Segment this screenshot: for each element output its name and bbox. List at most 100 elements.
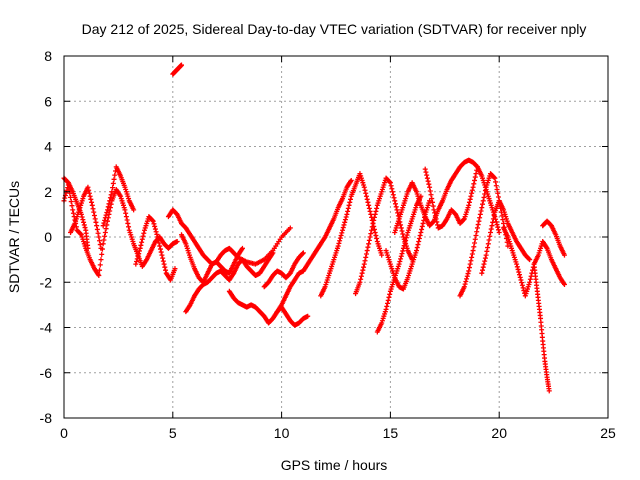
data-point — [368, 231, 374, 237]
data-point — [362, 258, 368, 264]
data-point — [495, 227, 501, 233]
data-point — [463, 278, 469, 284]
data-point — [366, 241, 372, 247]
data-point — [342, 217, 348, 223]
data-point — [427, 184, 433, 190]
data-point — [478, 208, 484, 214]
data-point — [342, 219, 348, 225]
data-point — [467, 261, 473, 267]
data-series-trace-19 — [479, 198, 533, 276]
data-point — [96, 234, 102, 240]
data-point — [91, 209, 97, 215]
data-point — [499, 213, 505, 219]
data-point — [105, 218, 111, 224]
data-point — [388, 183, 394, 189]
data-point — [371, 217, 377, 223]
data-point — [414, 248, 420, 254]
data-point — [487, 233, 493, 239]
data-point — [87, 193, 93, 199]
data-point — [400, 245, 406, 251]
data-point — [372, 211, 378, 217]
y-tick-label: -2 — [40, 274, 53, 290]
data-point — [370, 220, 376, 226]
data-point — [340, 225, 346, 231]
data-point — [414, 245, 420, 251]
data-point — [107, 198, 113, 204]
data-point — [98, 245, 104, 251]
data-point — [140, 233, 146, 239]
data-point — [346, 202, 352, 208]
data-point — [68, 194, 74, 200]
data-point — [348, 196, 354, 202]
data-point — [102, 233, 108, 239]
data-point — [464, 273, 470, 279]
data-point — [95, 230, 101, 236]
data-point — [479, 270, 485, 276]
data-point — [474, 225, 480, 231]
data-point — [126, 224, 132, 230]
x-axis-label: GPS time / hours — [281, 457, 388, 473]
data-point — [480, 201, 486, 207]
data-point — [124, 217, 130, 223]
data-point — [427, 188, 433, 194]
data-point — [482, 191, 488, 197]
grid-layer — [64, 56, 608, 418]
x-tick-label: 15 — [383, 425, 399, 441]
data-point — [469, 190, 475, 196]
data-series-trace-16 — [392, 157, 480, 235]
y-axis-label: SDTVAR / TECUs — [6, 181, 22, 293]
data-point — [469, 251, 475, 257]
data-point — [136, 248, 142, 254]
y-tick-label: -4 — [40, 320, 53, 336]
data-point — [89, 202, 95, 208]
data-point — [369, 224, 375, 230]
data-point — [104, 209, 110, 215]
data-point — [161, 261, 167, 267]
data-point — [384, 303, 390, 309]
data-point — [526, 256, 532, 262]
y-tick-label: 4 — [44, 139, 52, 155]
data-point — [480, 267, 486, 273]
series-layer — [61, 62, 567, 394]
data-point — [358, 276, 364, 282]
data-point — [369, 227, 375, 233]
data-point — [520, 285, 526, 291]
data-point — [418, 229, 424, 235]
data-point — [96, 272, 102, 278]
data-point — [471, 181, 477, 187]
data-point — [475, 222, 481, 228]
data-point — [160, 258, 166, 264]
data-point — [514, 261, 520, 267]
data-point — [431, 207, 437, 213]
data-point — [479, 205, 485, 211]
data-point — [335, 243, 341, 249]
data-point — [367, 208, 373, 214]
data-point — [154, 231, 160, 237]
data-point — [424, 175, 430, 181]
data-point — [415, 242, 421, 248]
data-point — [486, 237, 492, 243]
data-point — [106, 201, 112, 207]
data-point — [85, 184, 91, 190]
data-point — [472, 177, 478, 183]
data-point — [93, 219, 99, 225]
data-point — [493, 183, 499, 189]
data-point — [490, 216, 496, 222]
data-point — [179, 62, 185, 68]
data-point — [156, 240, 162, 246]
data-point — [139, 239, 145, 245]
data-point — [358, 273, 364, 279]
data-point — [157, 246, 163, 252]
y-tick-label: 8 — [44, 48, 52, 64]
data-point — [494, 222, 500, 228]
y-tick-label: 0 — [44, 229, 52, 245]
data-point — [360, 267, 366, 273]
data-point — [158, 249, 164, 255]
data-point — [386, 294, 392, 300]
data-point — [374, 205, 380, 211]
data-point — [337, 238, 343, 244]
data-point — [476, 218, 482, 224]
